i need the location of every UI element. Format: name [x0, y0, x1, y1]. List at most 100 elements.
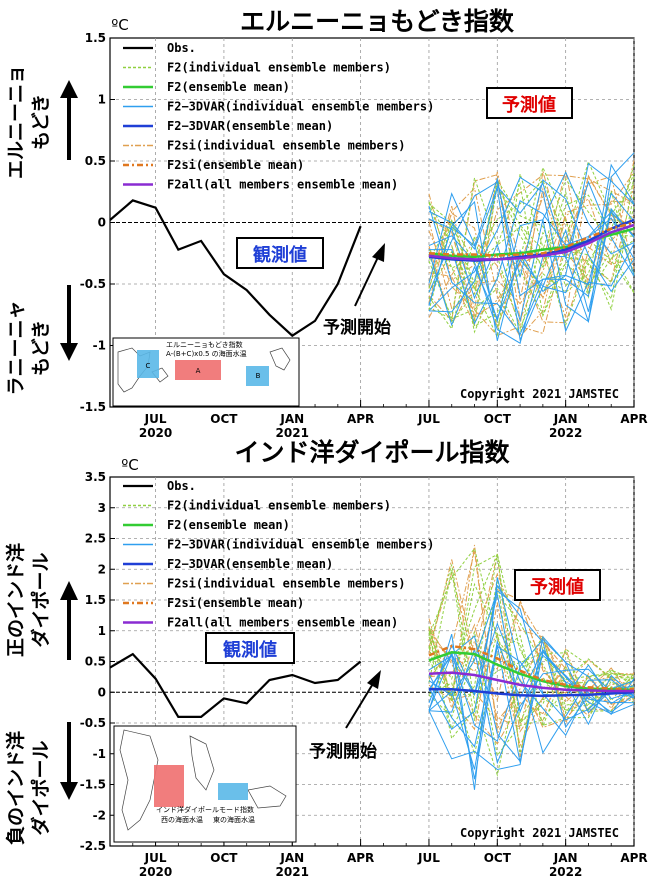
ensemble-member-line [428, 182, 635, 318]
y-tick-label: -1 [93, 747, 106, 761]
observed-label-box: 観測値 [236, 237, 324, 269]
x-tick-label: JUL [417, 851, 440, 865]
forecast-label: 予測値 [530, 576, 584, 598]
region-c-label: C [146, 362, 151, 370]
ensemble-member-line [428, 165, 635, 323]
observed-label-box: 観測値 [205, 632, 295, 664]
inset-caption-1: インド洋ダイポールモード指数 [156, 805, 254, 814]
legend-label: F2si(ensemble mean) [167, 158, 304, 172]
ensemble-member-line [428, 162, 635, 336]
x-year-label: 2021 [276, 865, 309, 877]
ensemble-member-line [428, 193, 635, 281]
downward-arrow-icon [60, 285, 78, 361]
ensemble-member-line [428, 584, 635, 731]
lower-side-line-1: 負のインド洋 [4, 731, 27, 845]
ensemble-member-line [428, 564, 635, 777]
western-box [154, 765, 184, 807]
y-tick-label: 2.5 [85, 532, 106, 546]
upper-side-line-2: ダイポール [29, 552, 52, 647]
ensemble-member-line [428, 173, 635, 336]
x-tick-label: APR [347, 851, 374, 865]
y-tick-label: 0.5 [85, 655, 106, 669]
x-tick-label: JUL [144, 412, 167, 426]
inset-caption-2: A-(B+C)x0.5 の海面水温 [166, 349, 247, 358]
lower-side-line-1: ラニーニャ [5, 300, 27, 395]
ensemble-member-line [428, 553, 635, 724]
y-tick-label: 0.5 [85, 154, 106, 168]
upper-side-line-2: もどき [30, 94, 52, 150]
legend: Obs. F2(individual ensemble members) F2(en… [123, 479, 434, 630]
inset-caption-2b: 東の海面水温 [213, 815, 255, 824]
map-inset: インド洋ダイポールモード指数 西の海面水温 東の海面水温 [113, 725, 297, 843]
x-tick-label: APR [347, 412, 374, 426]
y-tick-label: -0.5 [80, 716, 106, 730]
ensemble-member-line [428, 165, 635, 334]
lower-side-label: ラニーニャ もどき [5, 300, 52, 395]
legend: Obs. F2(individual ensemble members) F2(en… [123, 41, 434, 192]
ensemble-member-line [428, 186, 635, 342]
ensemble-mean-line [429, 687, 635, 698]
forecast-start-arrow-icon [354, 243, 385, 307]
observed-line [109, 652, 362, 719]
y-tick-label: -2 [93, 808, 106, 822]
x-year-label: 2021 [276, 426, 309, 440]
legend-label: F2−3DVAR(ensemble mean) [167, 557, 333, 571]
forecast-start-label: 予測開始 [323, 317, 391, 338]
y-tick-label: 2 [98, 562, 106, 576]
ensemble-member-line [428, 639, 635, 770]
forecast-start-label: 予測開始 [309, 741, 377, 762]
ensemble-member-line [428, 631, 635, 757]
y-axis: -2.5 -2 -1.5 -1 -0.5 0 0.5 1 1.5 2 2.5 3 3.5 [80, 470, 115, 853]
legend-label: F2−3DVAR(individual ensemble members) [167, 100, 434, 114]
y-tick-label: -2.5 [80, 839, 106, 853]
inset-caption-2a: 西の海面水温 [161, 815, 203, 824]
x-year-label: 2020 [139, 865, 172, 877]
legend-label: F2si(ensemble mean) [167, 596, 304, 610]
ensemble-member-line [428, 590, 635, 721]
upper-side-line-1: 正のインド洋 [4, 543, 27, 657]
ensemble-member-line [428, 193, 635, 330]
observed-label: 観測値 [253, 244, 307, 266]
legend-label: Obs. [167, 41, 196, 55]
ensemble-member-line [428, 553, 635, 758]
legend-label: F2(ensemble mean) [167, 518, 290, 532]
region-a-label: A [196, 367, 201, 375]
y-tick-label: 0 [98, 216, 106, 230]
legend-label: F2−3DVAR(ensemble mean) [167, 119, 333, 133]
x-tick-label: OCT [210, 851, 238, 865]
ensemble-member-line [428, 208, 635, 344]
ensemble-member-line [428, 588, 635, 717]
x-year-label: 2022 [549, 426, 582, 440]
x-tick-label: JAN [279, 851, 304, 865]
ensemble-mean-line [428, 221, 635, 257]
x-tick-label: OCT [210, 412, 238, 426]
ensemble-member-line [428, 630, 635, 710]
x-tick-label: OCT [484, 851, 512, 865]
forecast-label: 予測値 [502, 94, 556, 116]
ensemble-member-line [428, 632, 635, 740]
y-tick-label: 1 [98, 93, 106, 107]
y-unit-label: ºC [111, 16, 129, 34]
region-c-box [137, 350, 159, 378]
region-b-label: B [256, 372, 261, 380]
plot-area [109, 152, 635, 344]
x-tick-label: JUL [417, 412, 440, 426]
ensemble-member-line [428, 171, 635, 311]
x-tick-label: APR [620, 412, 647, 426]
y-tick-label: -1 [93, 339, 106, 353]
x-tick-label: APR [620, 851, 647, 865]
ensemble-member-line [428, 172, 635, 338]
region-b-box [246, 366, 269, 386]
ensemble-member-line [429, 199, 635, 325]
iod-panel: インド洋ダイポール指数 ºC 正のインド洋 ダイポール 負のインド洋 ダイポール… [4, 438, 648, 877]
plot-area [109, 544, 635, 790]
x-tick-label: JUL [144, 851, 167, 865]
observed-label: 観測値 [223, 639, 277, 661]
lower-side-line-2: もどき [30, 320, 52, 376]
x-tick-label: JAN [279, 412, 304, 426]
forecast-label-box: 予測値 [514, 569, 601, 601]
y-unit-label: ºC [121, 456, 139, 474]
legend-label: F2all(all members ensemble mean) [167, 616, 398, 630]
ensemble-member-line [428, 644, 635, 763]
